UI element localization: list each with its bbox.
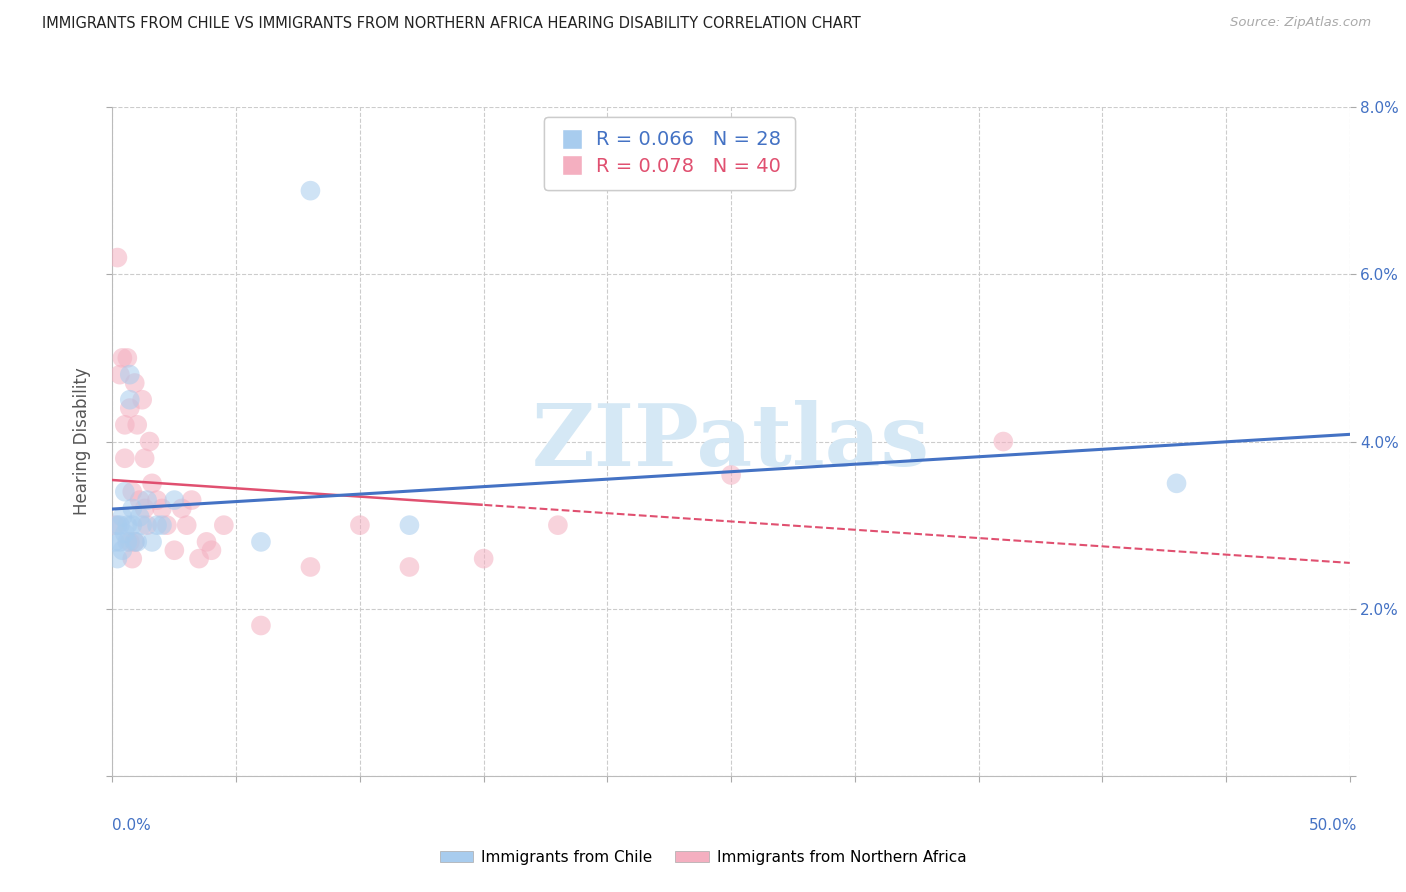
Point xyxy=(108,518,131,533)
Point xyxy=(104,518,127,533)
Point xyxy=(107,551,129,566)
Point xyxy=(131,392,153,407)
Point xyxy=(136,518,159,533)
Point xyxy=(121,551,143,566)
Point xyxy=(200,543,222,558)
Point xyxy=(134,451,156,466)
Text: 0.0%: 0.0% xyxy=(112,818,152,832)
Point xyxy=(114,484,136,499)
Point xyxy=(128,493,150,508)
Point xyxy=(195,534,218,549)
Y-axis label: Hearing Disability: Hearing Disability xyxy=(73,368,91,516)
Point xyxy=(156,518,179,533)
Point xyxy=(124,534,146,549)
Point xyxy=(398,518,420,533)
Point xyxy=(398,560,420,574)
Point xyxy=(163,493,186,508)
Point xyxy=(104,534,127,549)
Point xyxy=(127,534,149,549)
Point xyxy=(250,534,273,549)
Text: Source: ZipAtlas.com: Source: ZipAtlas.com xyxy=(1230,16,1371,29)
Point xyxy=(547,518,569,533)
Text: IMMIGRANTS FROM CHILE VS IMMIGRANTS FROM NORTHERN AFRICA HEARING DISABILITY CORR: IMMIGRANTS FROM CHILE VS IMMIGRANTS FROM… xyxy=(42,16,860,31)
Point xyxy=(111,351,134,365)
Point xyxy=(176,518,198,533)
Point xyxy=(114,526,136,541)
Point xyxy=(114,417,136,432)
Point xyxy=(250,618,273,632)
Point xyxy=(118,368,141,382)
Point xyxy=(299,184,322,198)
Point xyxy=(107,251,129,265)
Point xyxy=(124,534,146,549)
Point xyxy=(118,401,141,416)
Point xyxy=(108,368,131,382)
Point xyxy=(117,534,139,549)
Point xyxy=(111,543,134,558)
Point xyxy=(114,451,136,466)
Point xyxy=(349,518,371,533)
Legend: Immigrants from Chile, Immigrants from Northern Africa: Immigrants from Chile, Immigrants from N… xyxy=(433,844,973,871)
Point xyxy=(212,518,235,533)
Point xyxy=(124,376,146,390)
Point xyxy=(134,501,156,516)
Point xyxy=(117,518,139,533)
Point xyxy=(108,534,131,549)
Point xyxy=(141,476,163,491)
Point xyxy=(127,417,149,432)
Point xyxy=(111,509,134,524)
Point xyxy=(131,518,153,533)
Point xyxy=(472,551,495,566)
Point xyxy=(150,501,173,516)
Point xyxy=(170,501,193,516)
Point xyxy=(118,392,141,407)
Point xyxy=(720,467,742,482)
Point xyxy=(150,518,173,533)
Text: 50.0%: 50.0% xyxy=(1309,818,1357,832)
Point xyxy=(163,543,186,558)
Point xyxy=(117,351,139,365)
Point xyxy=(121,484,143,499)
Point xyxy=(188,551,211,566)
Text: ZIPatlas: ZIPatlas xyxy=(531,400,931,483)
Point xyxy=(121,518,143,533)
Point xyxy=(107,518,129,533)
Point xyxy=(136,493,159,508)
Point xyxy=(299,560,322,574)
Point xyxy=(146,518,169,533)
Point xyxy=(1166,476,1188,491)
Point xyxy=(993,434,1015,449)
Point xyxy=(121,501,143,516)
Point xyxy=(128,509,150,524)
Point xyxy=(118,534,141,549)
Point xyxy=(180,493,202,508)
Point xyxy=(146,493,169,508)
Point xyxy=(141,534,163,549)
Point xyxy=(138,434,160,449)
Legend: R = 0.066   N = 28, R = 0.078   N = 40: R = 0.066 N = 28, R = 0.078 N = 40 xyxy=(544,117,794,190)
